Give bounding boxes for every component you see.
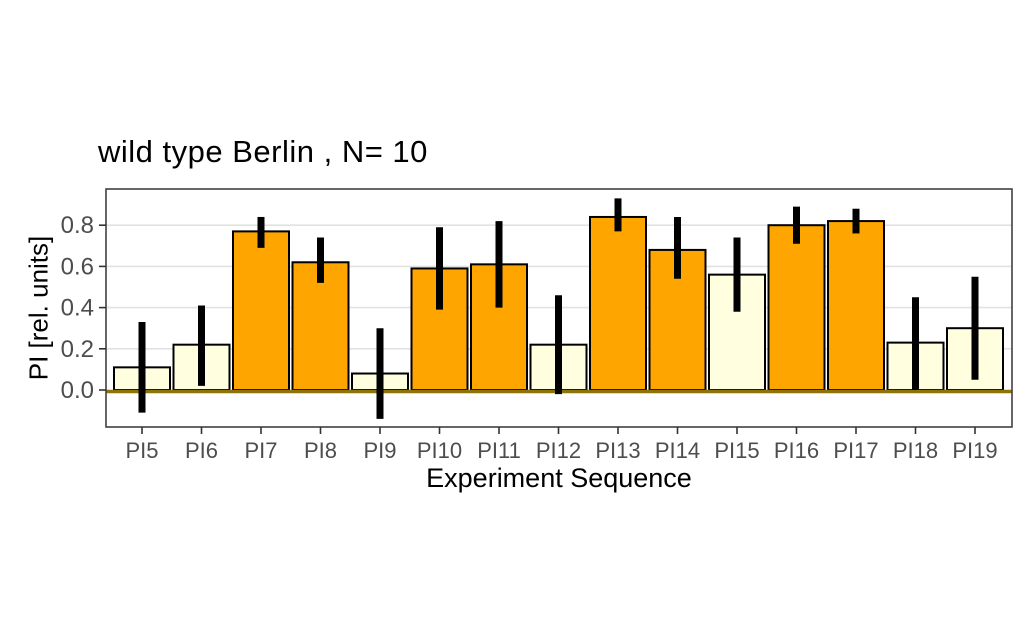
y-tick-label-0.0: 0.0 bbox=[61, 377, 94, 404]
x-tick-label-PI10: PI10 bbox=[417, 438, 462, 463]
y-tick-label-0.2: 0.2 bbox=[61, 336, 94, 363]
bar-PI13 bbox=[589, 215, 647, 391]
y-tick-label-0.4: 0.4 bbox=[61, 295, 94, 322]
x-tick-label-PI5: PI5 bbox=[125, 438, 158, 463]
bar-PI16 bbox=[767, 224, 826, 391]
x-tick-label-PI13: PI13 bbox=[595, 438, 640, 463]
x-tick-label-PI6: PI6 bbox=[185, 438, 218, 463]
x-tick-label-PI16: PI16 bbox=[774, 438, 819, 463]
x-tick-label-PI9: PI9 bbox=[363, 438, 396, 463]
x-tick-label-PI18: PI18 bbox=[893, 438, 938, 463]
bar-PI17 bbox=[827, 220, 885, 391]
y-tick-label-0.8: 0.8 bbox=[61, 212, 94, 239]
x-tick-label-PI19: PI19 bbox=[952, 438, 997, 463]
x-tick-label-PI12: PI12 bbox=[536, 438, 581, 463]
x-axis-title: Experiment Sequence bbox=[426, 463, 692, 493]
x-tick-label-PI14: PI14 bbox=[655, 438, 700, 463]
x-tick-label-PI11: PI11 bbox=[477, 438, 521, 463]
chart-title: wild type Berlin , N= 10 bbox=[98, 134, 428, 169]
x-tick-label-PI15: PI15 bbox=[714, 438, 759, 463]
x-tick-label-PI8: PI8 bbox=[304, 438, 337, 463]
y-tick-label-0.6: 0.6 bbox=[61, 253, 94, 280]
bar-PI7 bbox=[232, 230, 290, 391]
x-tick-label-PI7: PI7 bbox=[244, 438, 277, 463]
y-axis-title: PI [rel. units] bbox=[23, 235, 54, 381]
x-tick-label-PI17: PI17 bbox=[833, 438, 878, 463]
